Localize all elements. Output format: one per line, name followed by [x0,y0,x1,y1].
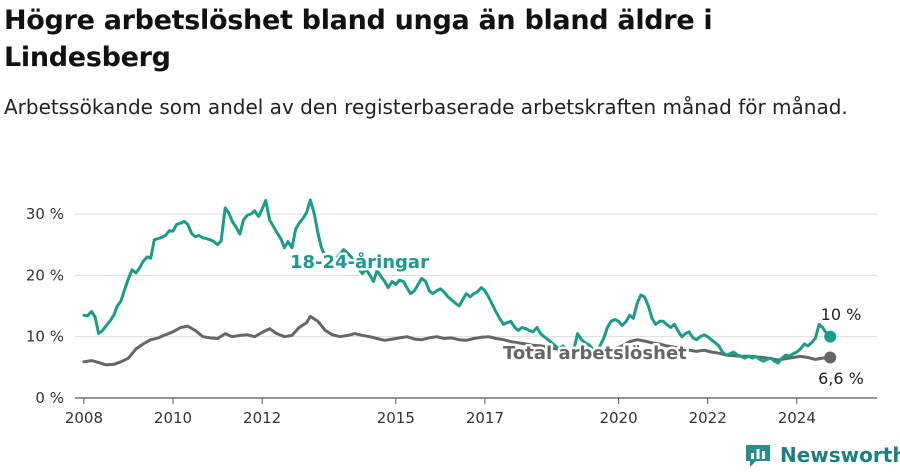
series-name-label-1: Total arbetslöshet [503,343,687,364]
series-end-point-0 [824,330,837,343]
page-title: Högre arbetslöshet bland unga än bland ä… [4,5,713,73]
chart-labels: 18-24-åringar Total arbetslöshet 10 % 6,6 % [288,249,864,389]
brand-name: Newsworthy [780,443,900,467]
series-end-point-1 [824,351,837,364]
x-tick-label: 2022 [689,409,727,427]
x-tick-label: 2017 [466,409,504,427]
y-axis-ticks: 0 % 10 % 20 % 30 % [26,205,64,407]
y-tick-label: 30 % [26,205,64,223]
y-tick-label: 10 % [26,328,64,346]
series-end-label-0: 10 % [821,305,862,324]
page-subtitle: Arbetssökande som andel av den registerb… [4,95,848,119]
x-tick-label: 2010 [154,409,192,427]
newsworthy-logo-icon [746,445,770,467]
brand[interactable]: Newsworthy [744,440,900,470]
chart-lines [82,198,837,367]
y-tick-label: 0 % [35,389,64,407]
x-axis: 2008 2010 2012 2015 2017 2020 2022 2024 [65,398,816,427]
series-line-0 [82,198,832,365]
series-name-label-0: 18-24-åringar [290,251,429,273]
y-tick-label: 20 % [26,266,64,284]
x-tick-label: 2008 [65,409,103,427]
series-line-1 [82,314,832,367]
chart-grid [75,213,877,399]
series-end-label-1: 6,6 % [818,369,864,388]
x-tick-label: 2024 [778,409,816,427]
x-tick-label: 2020 [599,409,637,427]
x-tick-label: 2012 [243,409,281,427]
x-tick-label: 2015 [377,409,415,427]
